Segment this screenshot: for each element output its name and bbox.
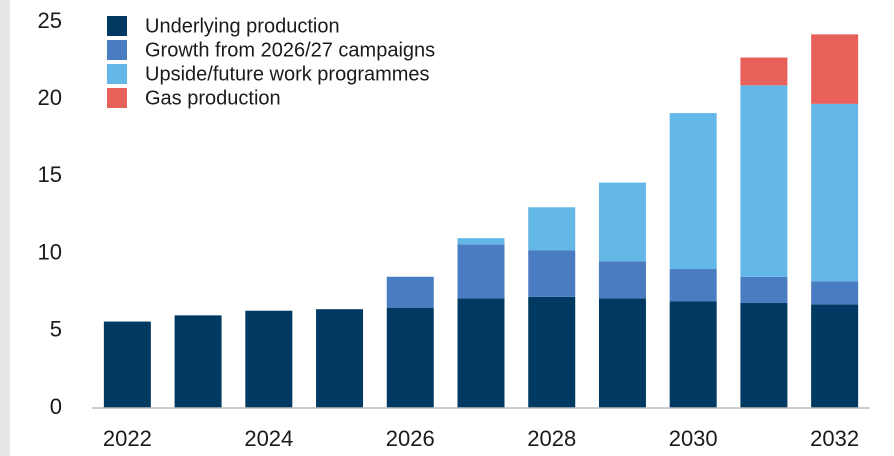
y-tick-label: 15: [38, 162, 62, 187]
legend-swatch: [107, 40, 127, 60]
x-tick-label: 2024: [244, 426, 293, 451]
bar-segment: [386, 276, 434, 308]
bar-segment: [174, 315, 222, 408]
bar-segment: [811, 304, 859, 408]
x-tick-label: 2028: [527, 426, 576, 451]
bar-segment: [245, 310, 293, 408]
bar-segment: [740, 303, 788, 408]
legend-swatch: [107, 64, 127, 84]
legend-swatch: [107, 16, 127, 36]
legend-swatch: [107, 88, 127, 108]
bar-segment: [598, 182, 646, 262]
legend-label: Upside/future work programmes: [145, 63, 430, 85]
bar-segment: [740, 57, 788, 86]
bar-segment: [598, 298, 646, 408]
bar-segment: [740, 85, 788, 277]
legend-label: Growth from 2026/27 campaigns: [145, 39, 435, 61]
bar-segment: [669, 113, 717, 270]
y-tick-label: 0: [50, 394, 62, 419]
y-tick-label: 10: [38, 239, 62, 264]
left-strip: [0, 0, 10, 456]
legend-label: Underlying production: [145, 15, 340, 37]
x-tick-label: 2022: [103, 426, 152, 451]
bar-segment: [457, 244, 505, 299]
bar-segment: [528, 250, 576, 297]
bar-segment: [457, 238, 505, 245]
x-tick-label: 2032: [810, 426, 859, 451]
bar-segment: [740, 276, 788, 304]
bar-segment: [457, 298, 505, 408]
y-tick-label: 25: [38, 8, 62, 33]
x-tick-label: 2026: [386, 426, 435, 451]
bar-segment: [386, 307, 434, 408]
legend-label: Gas production: [145, 87, 281, 109]
bar-segment: [598, 261, 646, 299]
bar-segment: [316, 309, 364, 408]
bar-segment: [528, 207, 576, 251]
bar-segment: [669, 269, 717, 302]
x-tick-label: 2030: [669, 426, 718, 451]
bar-segment: [811, 34, 859, 104]
y-tick-label: 20: [38, 85, 62, 110]
bar-segment: [811, 281, 859, 305]
y-tick-label: 5: [50, 317, 62, 342]
bar-segment: [669, 301, 717, 408]
bar-segment: [811, 103, 859, 282]
bar-segment: [528, 296, 576, 408]
bar-segment: [103, 321, 151, 408]
